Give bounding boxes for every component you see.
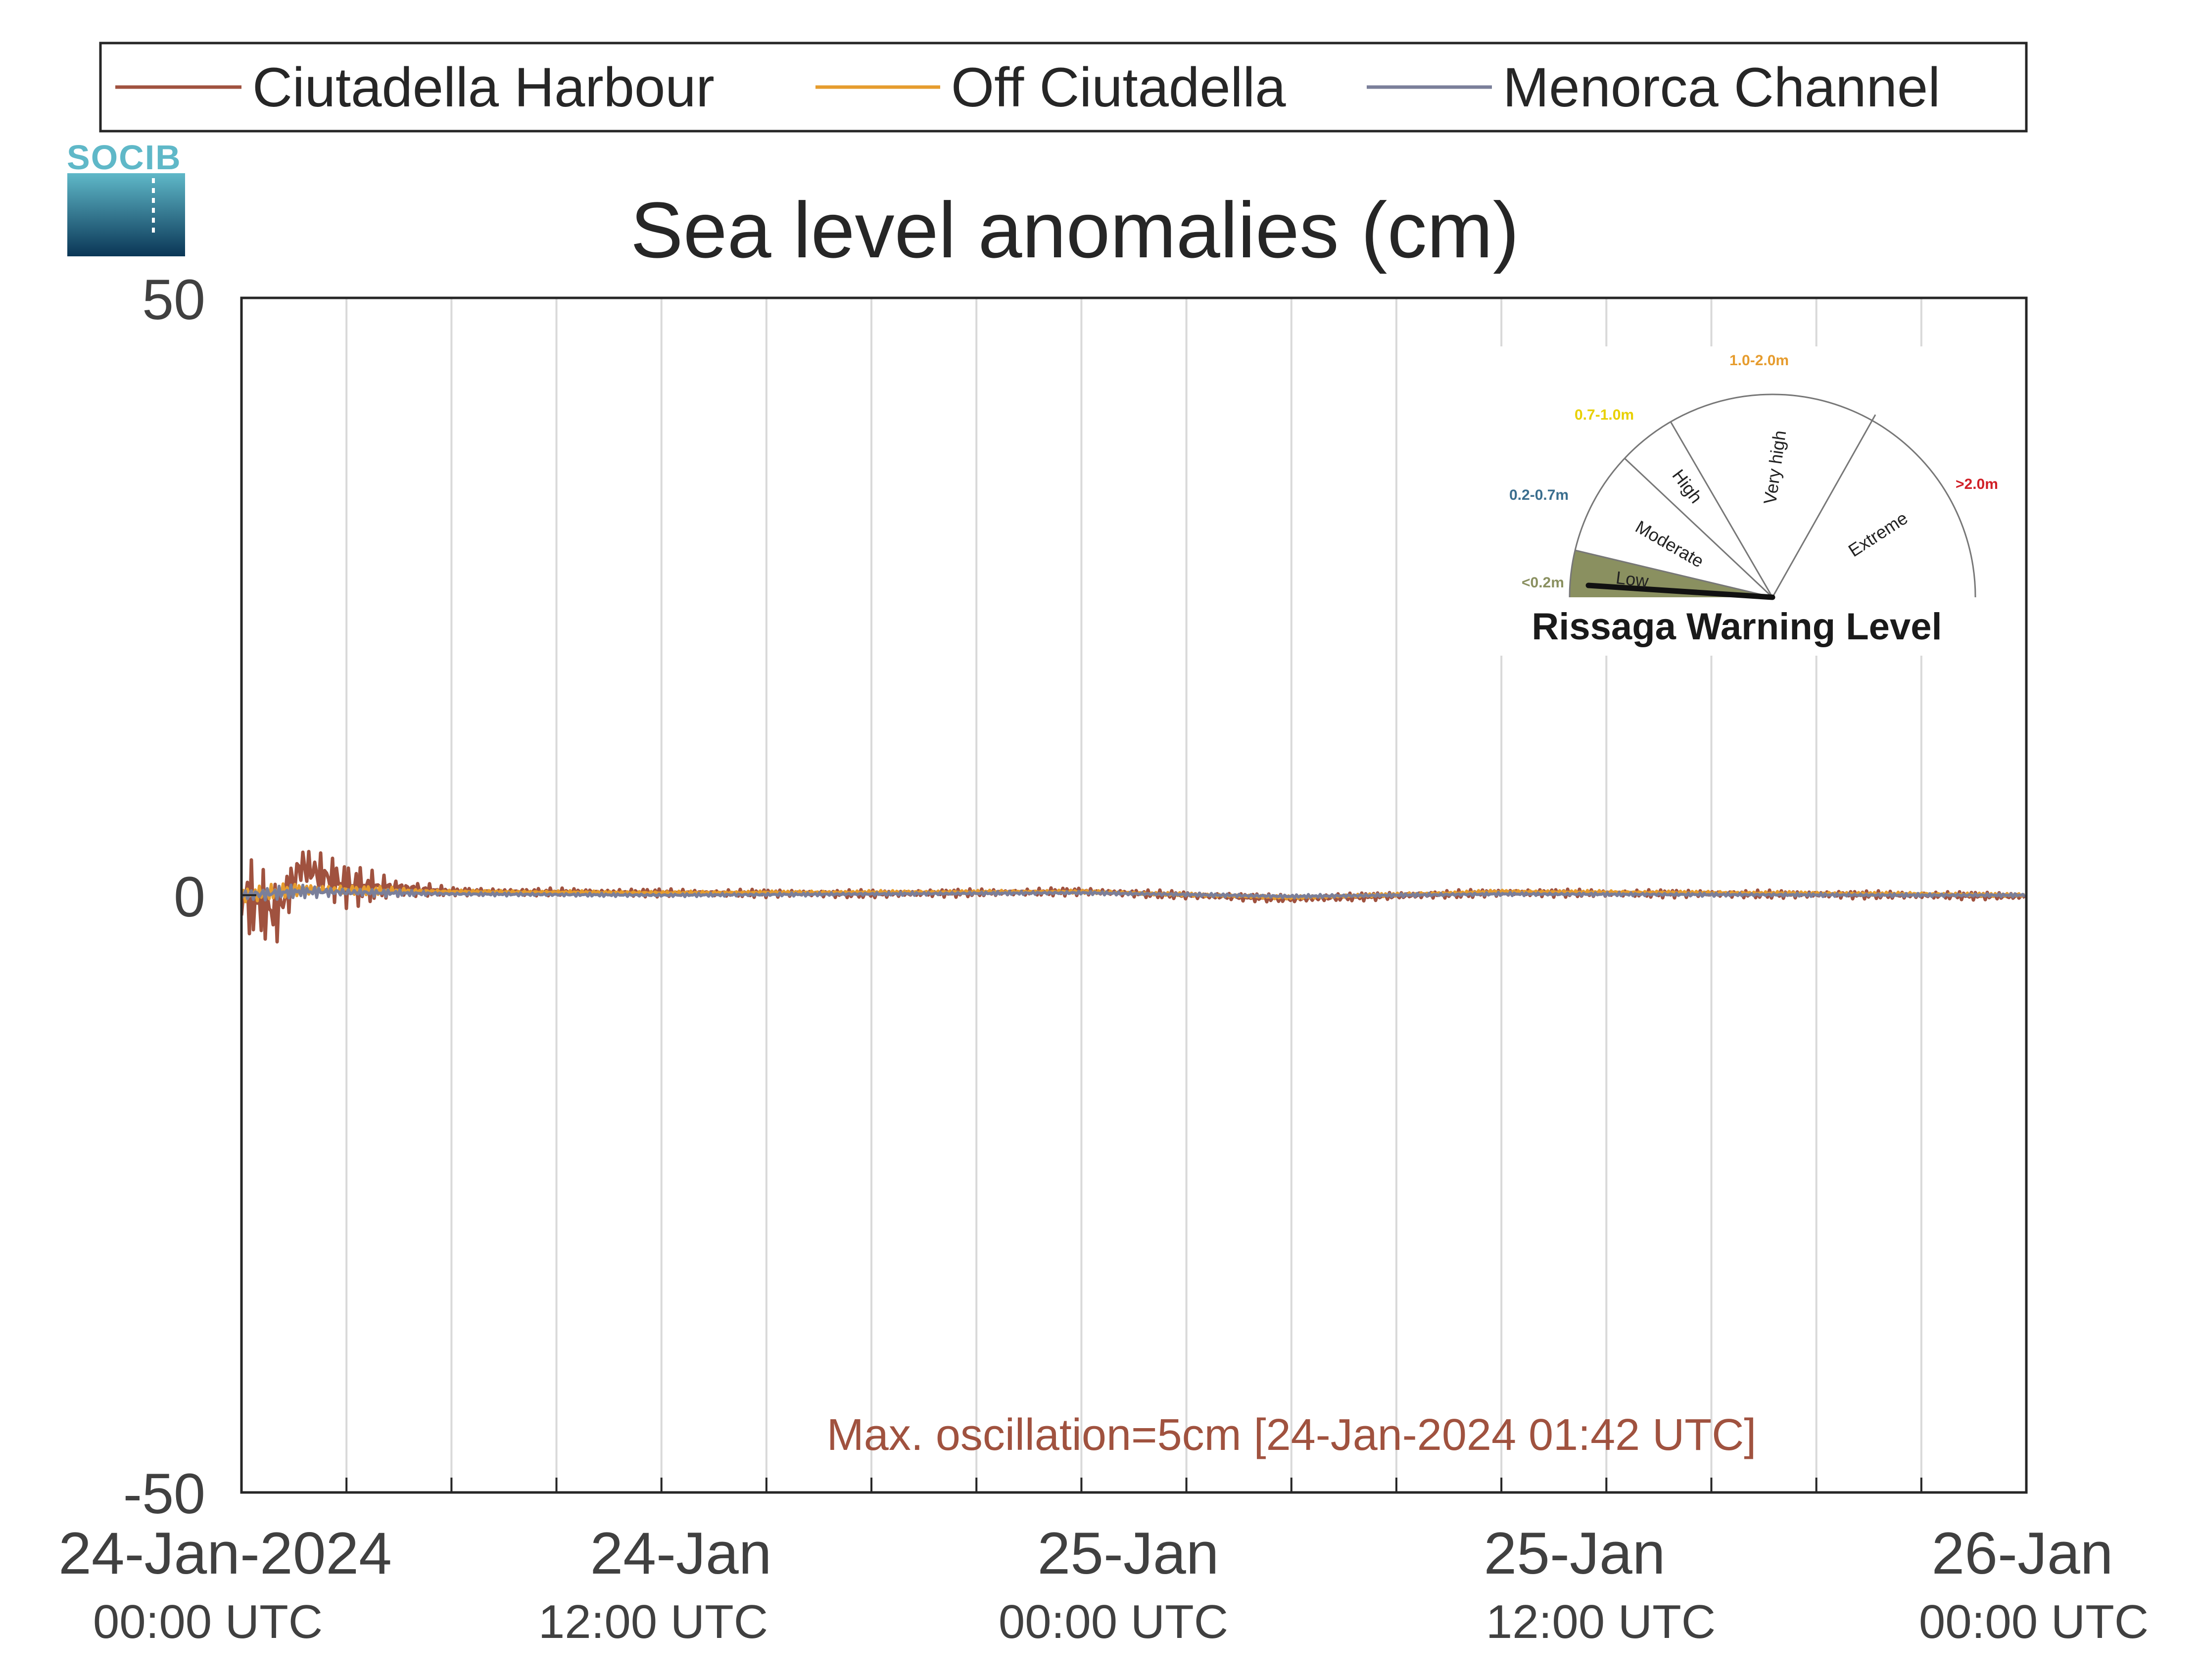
chart-title: Sea level anomalies (cm) xyxy=(630,186,1519,274)
x-tick-time: 00:00 UTC xyxy=(1919,1595,2149,1648)
rissaga-gauge: Low Moderate High Very high Extreme <0.2… xyxy=(1492,346,2014,656)
x-tick-date: 25-Jan xyxy=(1038,1520,1219,1586)
gauge-range-moderate: 0.2-0.7m xyxy=(1509,487,1569,503)
gauge-range-very-high: 1.0-2.0m xyxy=(1729,352,1789,369)
y-tick-label: 0 xyxy=(174,865,205,929)
legend-label-ciutadella-harbour: Ciutadella Harbour xyxy=(252,56,715,118)
legend-label-off-ciutadella: Off Ciutadella xyxy=(951,56,1286,118)
socib-logo-wave xyxy=(67,173,185,256)
socib-logo: SOCIB xyxy=(67,138,185,256)
y-tick-label: -50 xyxy=(123,1462,205,1526)
legend-box xyxy=(99,42,2028,133)
x-tick-time: 00:00 UTC xyxy=(999,1595,1228,1648)
x-tick-time: 00:00 UTC xyxy=(93,1595,323,1648)
x-tick-time: 12:00 UTC xyxy=(538,1595,768,1648)
x-tick-date: 24-Jan-2024 xyxy=(58,1520,392,1586)
gauge-range-high: 0.7-1.0m xyxy=(1575,407,1634,423)
x-tick-date: 25-Jan xyxy=(1484,1520,1666,1586)
series-line-menorca-channel xyxy=(241,883,2026,902)
gauge-divider xyxy=(1624,457,1773,598)
legend-label-menorca-channel: Menorca Channel xyxy=(1503,56,1940,118)
series-layer xyxy=(241,850,2026,944)
gauge-category-low: Low xyxy=(1615,567,1650,591)
x-tick-date: 26-Jan xyxy=(1932,1520,2113,1586)
gauge-range-low: <0.2m xyxy=(1522,575,1564,591)
gauge-divider xyxy=(1575,549,1773,598)
gauge-needle xyxy=(1585,582,1775,600)
max-oscillation-annotation: Max. oscillation=5cm [24-Jan-2024 01:42 … xyxy=(827,1410,1756,1460)
gauge-outline xyxy=(1569,393,1976,598)
x-tick-date: 24-Jan xyxy=(590,1520,772,1586)
gauge-divider xyxy=(1670,421,1773,598)
x-tick-time: 12:00 UTC xyxy=(1486,1595,1716,1648)
tick-marks xyxy=(241,297,1922,1493)
socib-logo-text: SOCIB xyxy=(67,138,182,177)
legend: Ciutadella Harbour Off Ciutadella Menorc… xyxy=(99,42,2028,133)
gauge-background xyxy=(1492,346,2014,656)
gauge-range-extreme: >2.0m xyxy=(1956,476,1998,492)
plot-area xyxy=(240,296,2028,1494)
gauge-divider xyxy=(1771,414,1876,598)
gauge-title: Rissaga Warning Level xyxy=(1532,606,1942,648)
y-tick-label: 50 xyxy=(142,268,205,332)
